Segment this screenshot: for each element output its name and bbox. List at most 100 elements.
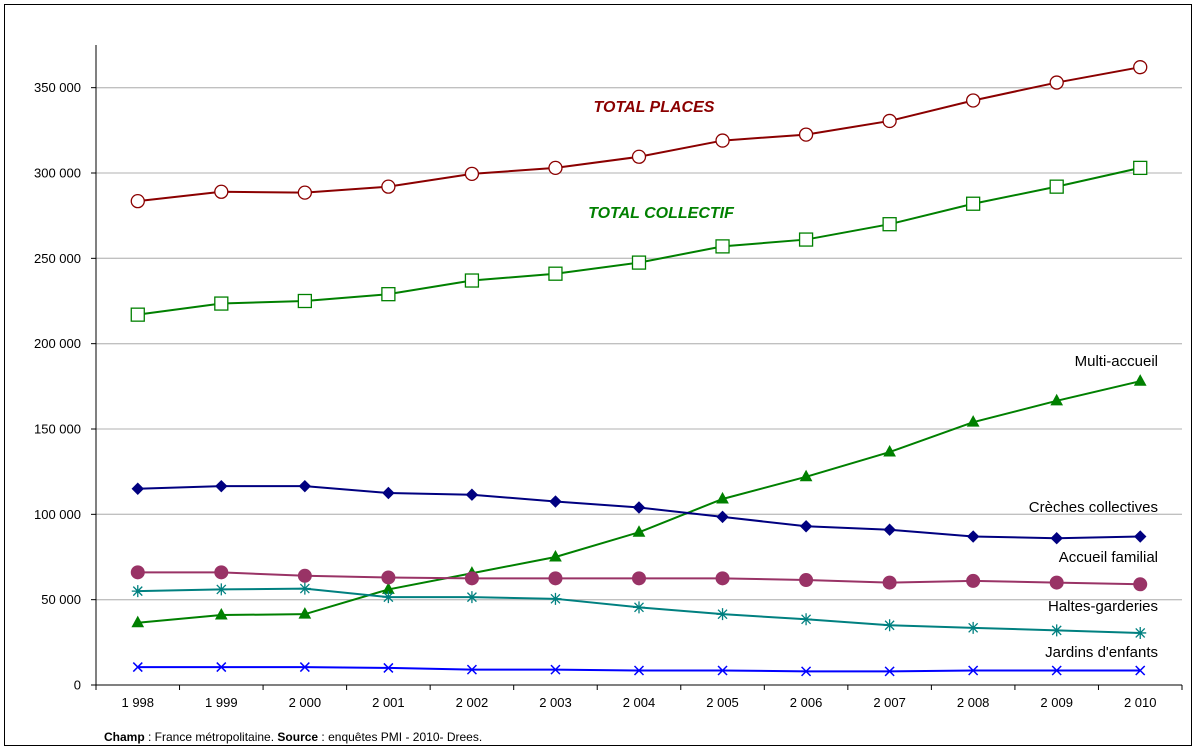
data-point bbox=[1049, 575, 1064, 590]
data-point bbox=[1050, 393, 1064, 406]
series-line bbox=[137, 166, 1141, 316]
data-point bbox=[297, 293, 312, 309]
data-point bbox=[132, 662, 143, 673]
x-tick-label: 2 004 bbox=[623, 695, 656, 710]
x-tick-label: 2 009 bbox=[1040, 695, 1073, 710]
data-point bbox=[549, 549, 562, 562]
data-point bbox=[464, 166, 480, 182]
data-point bbox=[716, 608, 729, 621]
data-point bbox=[1135, 665, 1146, 676]
x-tick-label: 2 000 bbox=[289, 695, 322, 710]
data-point bbox=[631, 255, 647, 270]
data-point bbox=[215, 479, 228, 493]
data-point bbox=[548, 571, 563, 586]
data-point bbox=[548, 266, 563, 281]
data-point bbox=[382, 591, 395, 604]
data-point bbox=[801, 666, 812, 677]
data-point bbox=[633, 665, 645, 676]
data-point bbox=[214, 296, 229, 311]
x-tick-label: 2 007 bbox=[873, 695, 906, 710]
data-point bbox=[884, 666, 895, 677]
data-point bbox=[299, 662, 310, 673]
data-point bbox=[298, 607, 312, 619]
series-markers bbox=[130, 60, 1148, 677]
y-tick-label: 200 000 bbox=[34, 336, 81, 351]
data-point bbox=[883, 619, 896, 632]
data-point bbox=[131, 615, 145, 628]
data-point bbox=[799, 573, 814, 588]
data-point bbox=[717, 665, 728, 676]
label-total-places: TOTAL PLACES bbox=[594, 99, 715, 116]
y-tick-label: 350 000 bbox=[34, 80, 81, 95]
data-point bbox=[549, 592, 562, 605]
x-tick-label: 2 001 bbox=[372, 695, 405, 710]
data-point bbox=[214, 184, 229, 199]
data-point bbox=[966, 93, 981, 108]
data-point bbox=[798, 127, 814, 142]
chart-frame bbox=[4, 4, 1192, 746]
data-point bbox=[967, 621, 980, 634]
y-tick-label: 250 000 bbox=[34, 251, 81, 266]
label-multi-accueil: Multi-accueil bbox=[1075, 353, 1158, 370]
label-total-collectif: TOTAL COLLECTIF bbox=[588, 205, 735, 222]
data-point bbox=[381, 287, 396, 302]
data-point bbox=[716, 510, 729, 524]
data-point bbox=[298, 479, 312, 493]
label-haltes-garderies: Haltes-garderies bbox=[1048, 598, 1158, 615]
x-tick-label: 2 002 bbox=[456, 695, 489, 710]
x-tick-label: 2 005 bbox=[706, 695, 739, 710]
data-point bbox=[882, 575, 897, 590]
data-point bbox=[1050, 624, 1063, 637]
data-point bbox=[968, 665, 979, 676]
data-point bbox=[1049, 75, 1064, 90]
data-point bbox=[883, 445, 896, 457]
x-tick-label: 1 999 bbox=[205, 695, 238, 710]
data-point bbox=[214, 607, 228, 620]
data-point bbox=[798, 232, 814, 247]
data-point bbox=[465, 488, 479, 501]
y-tick-label: 0 bbox=[74, 678, 81, 693]
footnote-source-text: : enquêtes PMI - 2010- Drees. bbox=[318, 730, 483, 744]
data-point bbox=[1049, 179, 1064, 194]
axes bbox=[91, 45, 1183, 690]
data-point bbox=[383, 662, 394, 673]
data-point bbox=[1134, 530, 1147, 543]
data-point bbox=[1133, 160, 1148, 176]
data-point bbox=[799, 520, 813, 533]
data-point bbox=[633, 601, 645, 614]
footnote-champ-label: Champ bbox=[104, 730, 145, 744]
data-point bbox=[882, 113, 897, 129]
x-tick-label: 2 010 bbox=[1124, 695, 1157, 710]
data-point bbox=[131, 482, 144, 495]
data-point bbox=[1133, 374, 1147, 386]
y-tick-label: 150 000 bbox=[34, 422, 81, 437]
data-point bbox=[465, 591, 478, 604]
x-tick-label: 2 006 bbox=[790, 695, 823, 710]
data-point bbox=[966, 196, 981, 211]
data-point bbox=[130, 307, 145, 322]
label-jardins-enfants: Jardins d'enfants bbox=[1045, 644, 1158, 661]
label-accueil-familial: Accueil familial bbox=[1059, 549, 1158, 566]
footnote-source-label: Source bbox=[277, 730, 319, 744]
y-tick-label: 300 000 bbox=[34, 166, 81, 181]
data-point bbox=[297, 185, 312, 200]
data-point bbox=[464, 273, 480, 288]
data-point bbox=[466, 664, 477, 675]
data-point bbox=[130, 194, 145, 209]
data-point bbox=[1133, 60, 1148, 75]
data-point bbox=[800, 613, 813, 626]
data-point bbox=[216, 662, 227, 673]
x-tick-label: 2 008 bbox=[957, 695, 990, 710]
data-point bbox=[298, 582, 311, 595]
data-point bbox=[631, 149, 647, 164]
gridlines bbox=[96, 87, 1182, 601]
data-point bbox=[1051, 665, 1062, 676]
footnote-champ-text: : France métropolitaine. bbox=[144, 730, 278, 744]
data-point bbox=[632, 571, 646, 586]
footnote: Champ : France métropolitaine. Source : … bbox=[104, 730, 482, 744]
data-point bbox=[214, 565, 229, 580]
data-point bbox=[716, 491, 729, 504]
data-point bbox=[715, 571, 730, 586]
data-point bbox=[799, 469, 813, 482]
data-point bbox=[966, 415, 980, 427]
